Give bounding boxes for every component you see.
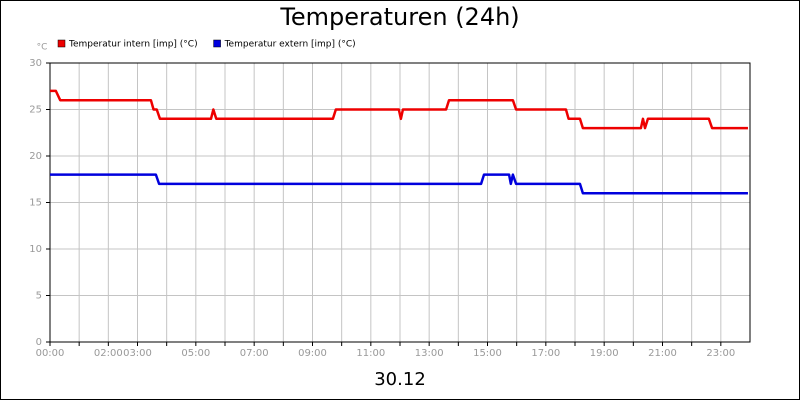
y-tick-label: 25 — [29, 105, 42, 116]
y-tick-label: 0 — [36, 337, 42, 348]
x-tick-label: 03:00 — [123, 348, 152, 359]
x-tick-label: 23:00 — [706, 348, 735, 359]
plot-frame — [49, 62, 751, 343]
legend-swatch — [57, 39, 66, 48]
legend-swatch — [213, 39, 221, 48]
x-tick-label: 09:00 — [298, 348, 327, 359]
y-tick-label: 5 — [36, 291, 42, 302]
y-tick-label: 10 — [29, 244, 42, 255]
x-tick-label: 11:00 — [356, 348, 385, 359]
series-line — [50, 89, 748, 130]
legend-label: Temperatur intern [imp] (°C) — [68, 40, 198, 50]
x-tick-label: 07:00 — [240, 348, 269, 359]
y-tick-label: 20 — [29, 151, 42, 162]
legend-label: Temperatur extern [imp] (°C) — [224, 40, 356, 50]
chart-title: Temperaturen (24h) — [279, 3, 519, 31]
x-tick-label: 00:00 — [36, 348, 65, 359]
x-tick-label: 17:00 — [531, 348, 560, 359]
x-tick-label: 13:00 — [415, 348, 444, 359]
series-line — [50, 173, 748, 195]
x-tick-label: 15:00 — [473, 348, 502, 359]
y-tick-label: 15 — [29, 198, 42, 209]
x-tick-label: 05:00 — [181, 348, 210, 359]
x-axis-label: 30.12 — [374, 369, 426, 390]
x-tick-label: 19:00 — [590, 348, 619, 359]
y-axis-label: °C — [37, 43, 48, 53]
y-tick-label: 30 — [29, 58, 42, 69]
x-tick-label: 02:00 — [94, 348, 123, 359]
x-tick-label: 21:00 — [648, 348, 677, 359]
